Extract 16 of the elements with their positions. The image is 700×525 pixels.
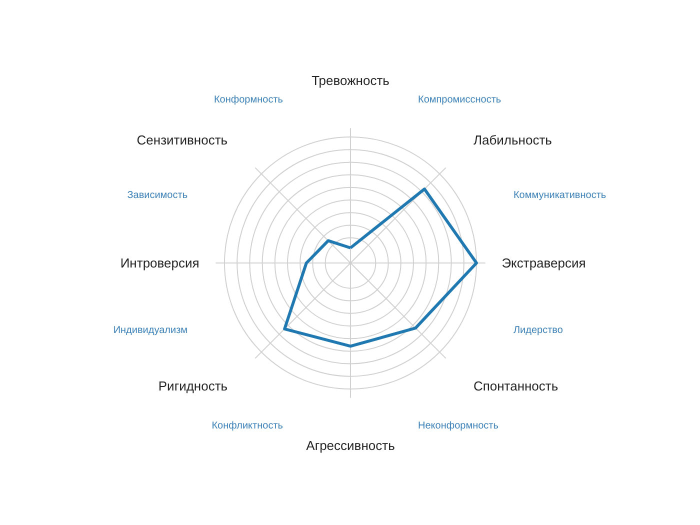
text: Коммуникативность [513,190,606,201]
text: Зависимость [127,190,188,201]
text: Конформность [214,94,283,106]
text: Лидерство [513,325,564,336]
spoke-label: Экстраверсия [502,256,586,270]
spoke-label: Ригидность [158,378,228,394]
text: Индивидуализм [113,325,188,336]
spoke-label: Тревожность [312,72,390,88]
spoke-label: Лабильность [473,132,552,148]
spoke-label: Спонтанность [473,378,558,394]
spoke-label: Сензитивность [136,132,228,148]
spoke-label: Интроверсия [120,256,200,270]
text: Компромиссность [418,94,502,106]
text: Конфликтность [212,420,283,432]
spoke-label: Агрессивность [306,438,396,454]
text: Неконформность [418,420,498,432]
